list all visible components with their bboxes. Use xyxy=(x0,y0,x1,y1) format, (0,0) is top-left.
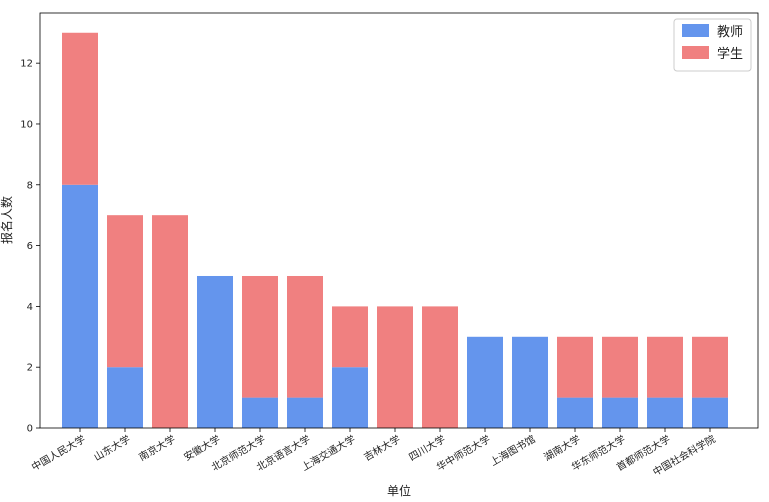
bar-student-13 xyxy=(647,336,683,398)
bar-student-2 xyxy=(152,215,188,428)
y-tick-label: 8 xyxy=(27,180,33,191)
bar-teacher-12 xyxy=(602,397,638,428)
x-tick-label: 上海图书馆 xyxy=(488,432,538,468)
legend-label: 学生 xyxy=(717,46,743,62)
x-tick-label: 山东大学 xyxy=(91,432,132,463)
x-tick-label: 吉林大学 xyxy=(361,432,402,463)
bar-teacher-4 xyxy=(242,397,278,428)
legend-swatch xyxy=(682,24,709,37)
x-axis-title: 单位 xyxy=(387,483,411,498)
bar-teacher-3 xyxy=(197,275,233,428)
bar-teacher-1 xyxy=(107,367,143,428)
bar-teacher-11 xyxy=(557,397,593,428)
bar-student-11 xyxy=(557,336,593,398)
legend-label: 教师 xyxy=(717,24,743,40)
bar-teacher-9 xyxy=(467,336,503,428)
x-tick-label: 四川大学 xyxy=(406,432,447,463)
x-tick-label: 南京大学 xyxy=(136,432,177,463)
bar-student-12 xyxy=(602,336,638,398)
y-tick-label: 0 xyxy=(27,424,33,435)
bar-teacher-6 xyxy=(332,367,368,428)
y-tick-label: 10 xyxy=(20,119,33,130)
x-tick-label: 中国人民大学 xyxy=(29,432,87,473)
y-tick-label: 4 xyxy=(27,302,33,313)
bar-student-4 xyxy=(242,275,278,398)
bar-teacher-10 xyxy=(512,336,548,428)
bar-teacher-14 xyxy=(692,397,728,428)
bars-group xyxy=(62,32,728,428)
y-axis-title: 报名人数 xyxy=(0,196,14,244)
bar-student-0 xyxy=(62,32,98,185)
axes-frame xyxy=(39,12,759,429)
bar-student-6 xyxy=(332,306,368,368)
bar-student-14 xyxy=(692,336,728,398)
x-tick-label: 安徽大学 xyxy=(181,432,222,463)
bar-student-8 xyxy=(422,306,458,428)
bar-student-5 xyxy=(287,275,323,398)
y-tick-label: 2 xyxy=(27,363,33,374)
y-tick-label: 6 xyxy=(27,241,33,252)
y-tick-label: 12 xyxy=(20,59,33,70)
bar-student-7 xyxy=(377,306,413,428)
legend-swatch xyxy=(682,46,709,59)
bar-student-1 xyxy=(107,215,143,368)
bar-teacher-5 xyxy=(287,397,323,428)
bar-teacher-13 xyxy=(647,397,683,428)
bar-teacher-0 xyxy=(62,184,98,428)
y-ticks-group: 0 2 4 6 8 10 12 xyxy=(20,59,40,435)
x-tick-label: 湖南大学 xyxy=(541,432,582,463)
